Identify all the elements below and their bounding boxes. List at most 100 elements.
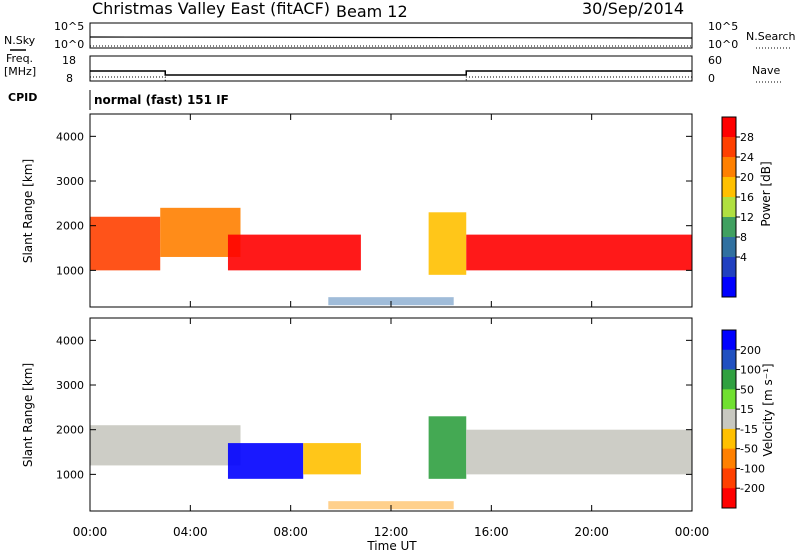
echo-region [428,212,467,275]
colorbar-swatch [722,448,736,469]
y-tick-label: 3000 [56,175,84,188]
colorbar-swatch [722,330,736,351]
colorbar-tick-label: 16 [740,191,754,204]
nsky-frame [89,22,693,49]
x-tick-label: 12:00 [374,525,409,539]
freq-frame [89,55,693,82]
nsearch-tick-bottom: 10^0 [708,38,738,51]
colorbar-tick-label: 12 [740,211,754,224]
power-panel: 4000 3000 2000 1000 Slant Range [km] 28 24 20… [21,113,773,308]
colorbar-swatch [722,177,736,198]
colorbar-tick-label: 28 [740,131,754,144]
nsky-tick-top: 10^5 [54,20,84,33]
echo-region [160,207,241,257]
echo-region [227,443,304,479]
colorbar-swatch [722,409,736,430]
colorbar-swatch [722,369,736,390]
y-tick-label: 4000 [56,130,84,143]
x-axis: 00:00 04:00 08:00 12:00 16:00 20:00 00:00 [73,114,710,539]
nsky-trace [89,36,693,39]
nave-trace [90,76,692,82]
y-tick-label: 2000 [56,220,84,233]
nsearch-tick-top: 10^5 [708,20,738,33]
colorbar-swatch [722,349,736,371]
freq-tick-top: 18 [62,54,76,67]
echo-region [90,216,161,271]
colorbar-tick-label: -200 [740,482,765,495]
x-tick-label: 16:00 [474,525,509,539]
echo-region [428,416,467,479]
colorbar-tick-label: -15 [740,423,758,436]
velocity-y-axis: 4000 3000 2000 1000 [56,334,692,481]
nave-tick-top: 60 [708,54,722,67]
freq-unit: [MHz] [4,65,36,78]
colorbar-tick-label: 24 [740,151,754,164]
nsky-strip: N.Sky 10^5 10^0 10^5 10^0 N.Search [4,20,796,51]
y-tick-label: 4000 [56,334,84,347]
y-tick-label: 1000 [56,264,84,277]
colorbar-tick-label: 15 [740,403,754,416]
nsky-label: N.Sky [4,34,36,47]
echo-region [227,234,361,271]
colorbar-swatch [722,237,736,258]
power-y-axis: 4000 3000 2000 1000 [56,130,692,277]
freq-trace [90,70,692,76]
y-tick-label: 1000 [56,468,84,481]
colorbar-swatch [722,488,736,509]
velocity-colorbar-label: Velocity [m s⁻¹] [761,363,775,456]
nsearch-label: N.Search [746,30,796,43]
echo-region [303,443,361,475]
nsky-tick-bottom: 10^0 [54,38,84,51]
freq-strip: Freq. [MHz] 18 8 60 0 Nave [4,52,782,85]
x-tick-label: 00:00 [73,525,108,539]
colorbar-swatch [722,117,736,138]
velocity-colorbar: 200 100 50 15 -15 -50 -100 -200 [721,329,765,509]
x-tick-label: 04:00 [173,525,208,539]
colorbar-swatch [722,137,736,158]
colorbar-tick-label: 200 [740,344,761,357]
velocity-plot-area [90,318,692,511]
freq-tick-bottom: 8 [66,72,73,85]
power-ylabel: Slant Range [km] [21,159,35,263]
date-label: 30/Sep/2014 [582,0,684,18]
echo-region [466,429,692,475]
x-tick-label: 08:00 [273,525,308,539]
colorbar-swatch [722,468,736,489]
figure-title: Christmas Valley East (fitACF) [92,0,330,18]
colorbar-tick-label: 4 [740,251,747,264]
echo-region [90,425,241,466]
colorbar-tick-label: -50 [740,443,758,456]
nave-tick-bottom: 0 [708,72,715,85]
velocity-ylabel: Slant Range [km] [21,363,35,467]
colorbar-tick-label: 50 [740,383,754,396]
x-tick-label: 20:00 [574,525,609,539]
colorbar-swatch [722,217,736,238]
colorbar-tick-label: 100 [740,364,761,377]
cpid-label: CPID [8,91,37,104]
colorbar-tick-label: 8 [740,231,747,244]
colorbar-tick-label: -100 [740,462,765,475]
colorbar-swatch [722,277,736,298]
x-tick-label: 00:00 [675,525,710,539]
x-axis-label: Time UT [366,539,417,553]
y-tick-label: 3000 [56,379,84,392]
velocity-panel: 4000 3000 2000 1000 Slant Range [km] 200 100… [21,317,775,512]
colorbar-frame [721,116,737,298]
freq-label: Freq. [6,52,33,65]
nave-label: Nave [752,64,780,77]
colorbar-swatch [722,257,736,278]
echo-region [466,234,692,271]
colorbar-tick-label: 20 [740,171,754,184]
beam-label: Beam 12 [336,2,408,21]
colorbar-swatch [722,428,736,450]
y-tick-label: 2000 [56,424,84,437]
power-colorbar: 28 24 20 16 12 8 4 [721,116,754,298]
cpid-value: normal (fast) 151 IF [94,93,229,107]
colorbar-swatch [722,389,736,410]
power-colorbar-label: Power [dB] [759,161,773,226]
colorbar-swatch [722,157,736,178]
velocity-data-layer [90,416,692,510]
colorbar-frame [721,329,737,509]
colorbar-swatch [722,197,736,218]
